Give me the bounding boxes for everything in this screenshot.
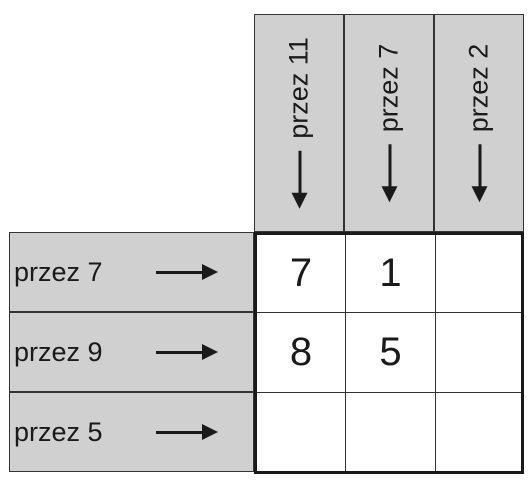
- row-label-2: przez 9: [14, 336, 103, 367]
- column-header-3: przez 2: [434, 14, 524, 232]
- column-label-3: przez 2: [463, 43, 494, 133]
- grid-cell-r2-c3[interactable]: [436, 313, 521, 392]
- row-header-2: przez 9: [9, 312, 254, 392]
- row-header-1: przez 7: [9, 232, 254, 312]
- grid-cell-r1-c2[interactable]: 1: [379, 251, 402, 295]
- grid-divider: [345, 235, 346, 471]
- grid-cell-r3-c3[interactable]: [436, 393, 521, 471]
- arrow-right-icon: [152, 344, 218, 360]
- grid-cell-r2-c2[interactable]: 5: [379, 330, 402, 374]
- grid-cell-r3-c2[interactable]: [346, 393, 435, 471]
- grid-divider: [257, 392, 521, 393]
- row-label-3: przez 5: [14, 416, 103, 447]
- arrow-down-icon: [291, 147, 307, 209]
- arrow-right-icon: [152, 264, 218, 280]
- grid-cell-r1-c3[interactable]: [436, 235, 521, 312]
- grid-divider: [435, 235, 436, 471]
- column-header-1: przez 11: [254, 14, 344, 232]
- grid-cell-r3-c1[interactable]: [257, 393, 345, 471]
- column-header-1-content: przez 11: [284, 37, 315, 209]
- column-header-3-content: przez 2: [464, 44, 495, 203]
- arrow-down-icon: [381, 140, 397, 203]
- arrow-down-icon: [471, 140, 487, 203]
- column-label-1: przez 11: [283, 37, 314, 139]
- grid-divider: [257, 312, 521, 313]
- column-header-2-content: przez 7: [374, 44, 405, 203]
- row-header-3: przez 5: [9, 392, 254, 472]
- row-label-1: przez 7: [14, 256, 103, 287]
- grid-cell-r1-c1[interactable]: 7: [289, 251, 313, 295]
- column-label-2: przez 7: [373, 43, 404, 133]
- column-header-2: przez 7: [344, 14, 434, 232]
- arrow-right-icon: [152, 424, 218, 440]
- grid-cell-r2-c1[interactable]: 8: [289, 330, 313, 374]
- answer-grid: 7 1 8 5: [254, 232, 524, 474]
